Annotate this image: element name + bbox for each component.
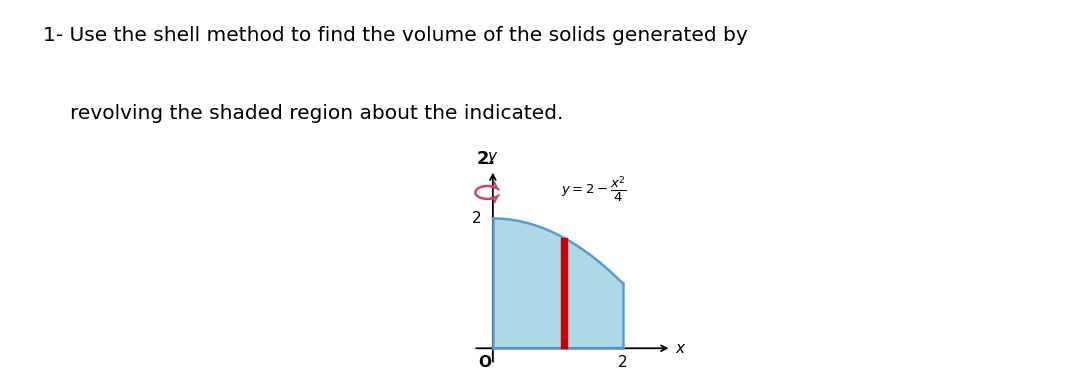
Text: O: O (478, 355, 491, 370)
Text: 2: 2 (472, 211, 482, 226)
Text: $y = 2 - \dfrac{x^2}{4}$: $y = 2 - \dfrac{x^2}{4}$ (561, 174, 626, 204)
Text: $x$: $x$ (675, 341, 686, 356)
Text: $y$: $y$ (487, 151, 499, 167)
Text: 2: 2 (618, 355, 627, 370)
Text: 1- Use the shell method to find the volume of the solids generated by: 1- Use the shell method to find the volu… (43, 26, 748, 45)
Text: 2.: 2. (476, 150, 496, 168)
Text: revolving the shaded region about the indicated.: revolving the shaded region about the in… (70, 104, 564, 123)
